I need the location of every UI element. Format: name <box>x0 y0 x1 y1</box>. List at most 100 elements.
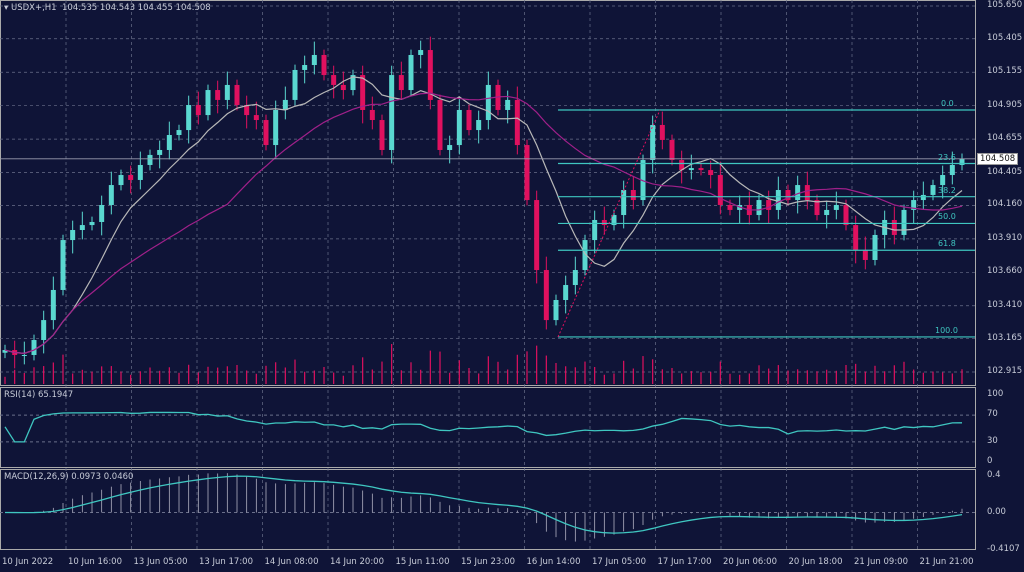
candle-body <box>311 54 317 66</box>
candle-body <box>31 340 37 356</box>
symbol-name: USDX+,H1 <box>10 3 57 13</box>
candle-body <box>408 54 414 91</box>
time-tick-label: 13 Jun 17:00 <box>199 557 253 567</box>
rsi-tick-label: 70 <box>987 409 998 420</box>
candle-body <box>447 145 453 150</box>
candle-body <box>331 75 337 85</box>
candle-body <box>456 109 462 146</box>
candle-body <box>273 109 279 146</box>
candle-body <box>891 219 897 235</box>
candle-body <box>534 200 540 271</box>
candle-body <box>621 190 627 216</box>
candle-body <box>901 209 907 235</box>
candle-body <box>814 200 820 216</box>
candle-body <box>920 194 926 201</box>
fib-level-label: 38.2 <box>938 185 956 195</box>
candle-body <box>263 120 269 146</box>
candle-body <box>89 221 95 226</box>
candle-body <box>195 105 201 116</box>
candle-body <box>205 90 211 116</box>
price-tick-label: 102.915 <box>987 366 1023 376</box>
candle-body <box>321 54 327 76</box>
candle-body <box>292 69 298 100</box>
candle-body <box>166 135 172 150</box>
candle-body <box>959 158 965 165</box>
main-panel-frame <box>0 0 976 386</box>
candle-body <box>572 270 578 286</box>
rsi-label: RSI(14) 65.1947 <box>4 390 74 400</box>
candle-body <box>640 160 646 201</box>
candle-body <box>940 175 946 186</box>
rsi-line <box>4 411 963 443</box>
candle-body <box>2 350 8 353</box>
candle-body <box>215 90 221 100</box>
candle-body <box>650 124 656 161</box>
price-tick-label: 103.910 <box>987 232 1023 243</box>
time-tick-label: 20 Jun 06:00 <box>723 557 777 567</box>
time-tick-label: 21 Jun 09:00 <box>854 557 908 567</box>
candle-body <box>708 170 714 176</box>
candle-body <box>872 234 878 260</box>
time-tick-label: 17 Jun 05:00 <box>592 557 646 567</box>
candle-body <box>824 209 830 216</box>
candle-body <box>601 219 607 226</box>
candle-body <box>224 84 230 100</box>
macd-tick-label: -0.4107 <box>987 544 1020 554</box>
candle-body <box>514 99 520 146</box>
candle-body <box>853 225 859 250</box>
candle-body <box>630 190 636 201</box>
candle-body <box>466 109 472 131</box>
candle-body <box>485 84 491 121</box>
macd-signal-line <box>4 475 963 534</box>
fib-level-label: 23.6 <box>938 152 956 162</box>
candle-body <box>524 145 530 201</box>
candle-body <box>804 185 810 201</box>
candle-body <box>418 50 424 55</box>
time-tick-label: 14 Jun 08:00 <box>264 557 319 567</box>
time-tick-label: 21 Jun 21:00 <box>919 557 974 567</box>
candle-body <box>79 225 85 231</box>
candle-body <box>379 120 385 150</box>
candle-body <box>717 175 723 205</box>
candle-body <box>688 168 694 171</box>
candle-body <box>282 99 288 110</box>
price-tick-label: 105.405 <box>987 32 1023 43</box>
macd-tick-label: 0.4 <box>987 470 1001 480</box>
candle-body <box>543 270 549 321</box>
macd-tick-label: 0.00 <box>987 506 1006 517</box>
rsi-tick-label: 100 <box>987 389 1004 399</box>
candle-body <box>360 75 366 110</box>
candle-body <box>398 75 404 91</box>
rsi-tick-label: 0 <box>987 456 993 466</box>
candle-body <box>669 139 675 161</box>
candle-body <box>785 190 791 201</box>
candle-body <box>659 124 665 140</box>
fib-level-label: 100.0 <box>935 325 958 335</box>
candle-body <box>128 175 134 180</box>
candle-body <box>176 130 182 136</box>
fib-level-label: 0.0 <box>941 98 954 108</box>
candle-body <box>756 200 762 216</box>
rsi-tick-label: 30 <box>987 435 998 446</box>
rsi-panel-frame <box>0 387 976 468</box>
candle-body <box>949 164 955 176</box>
candle-body <box>389 75 395 150</box>
price-tick-label: 104.405 <box>987 166 1023 177</box>
candle-body <box>592 219 598 241</box>
dropdown-icon[interactable]: ▾ <box>4 3 9 13</box>
candle-body <box>833 204 839 210</box>
time-tick-label: 15 Jun 23:00 <box>461 557 515 567</box>
candle-body <box>911 200 917 210</box>
time-tick-label: 16 Jun 14:00 <box>526 557 581 567</box>
candle-body <box>679 160 685 171</box>
candle-body <box>369 109 375 121</box>
candle-body <box>118 175 124 186</box>
price-tick-label: 105.650 <box>987 0 1023 10</box>
time-tick-label: 14 Jun 20:00 <box>330 557 384 567</box>
price-tick-label: 104.160 <box>987 199 1023 210</box>
candle-body <box>611 215 617 226</box>
ma-fast-line <box>4 76 963 354</box>
candle-body <box>862 249 868 260</box>
current-price-label: 104.508 <box>977 152 1019 165</box>
